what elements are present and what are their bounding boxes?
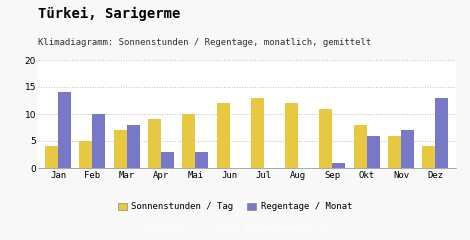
Bar [320,108,332,168]
Text: Türkei, Sarigerme: Türkei, Sarigerme [38,7,180,21]
Bar [45,146,58,168]
Text: Klimadiagramm: Sonnenstunden / Regentage, monatlich, gemittelt: Klimadiagramm: Sonnenstunden / Regentage… [38,38,371,48]
Bar [148,120,161,168]
Bar [423,146,435,168]
Bar [161,152,174,168]
Bar [182,114,196,168]
Bar [367,136,380,168]
Bar [285,103,298,168]
Bar [93,114,105,168]
Bar [114,130,127,168]
Bar [401,130,414,168]
Bar [79,141,93,168]
Bar [388,136,401,168]
Bar [354,125,367,168]
Bar [217,103,230,168]
Bar [435,98,448,168]
Bar [251,98,264,168]
Bar [196,152,208,168]
Bar [127,125,140,168]
Legend: Sonnenstunden / Tag, Regentage / Monat: Sonnenstunden / Tag, Regentage / Monat [118,203,352,211]
Bar [332,163,345,168]
Bar [58,92,71,168]
Text: Copyright (C) 2010 sonnenlaender.de: Copyright (C) 2010 sonnenlaender.de [141,223,329,233]
